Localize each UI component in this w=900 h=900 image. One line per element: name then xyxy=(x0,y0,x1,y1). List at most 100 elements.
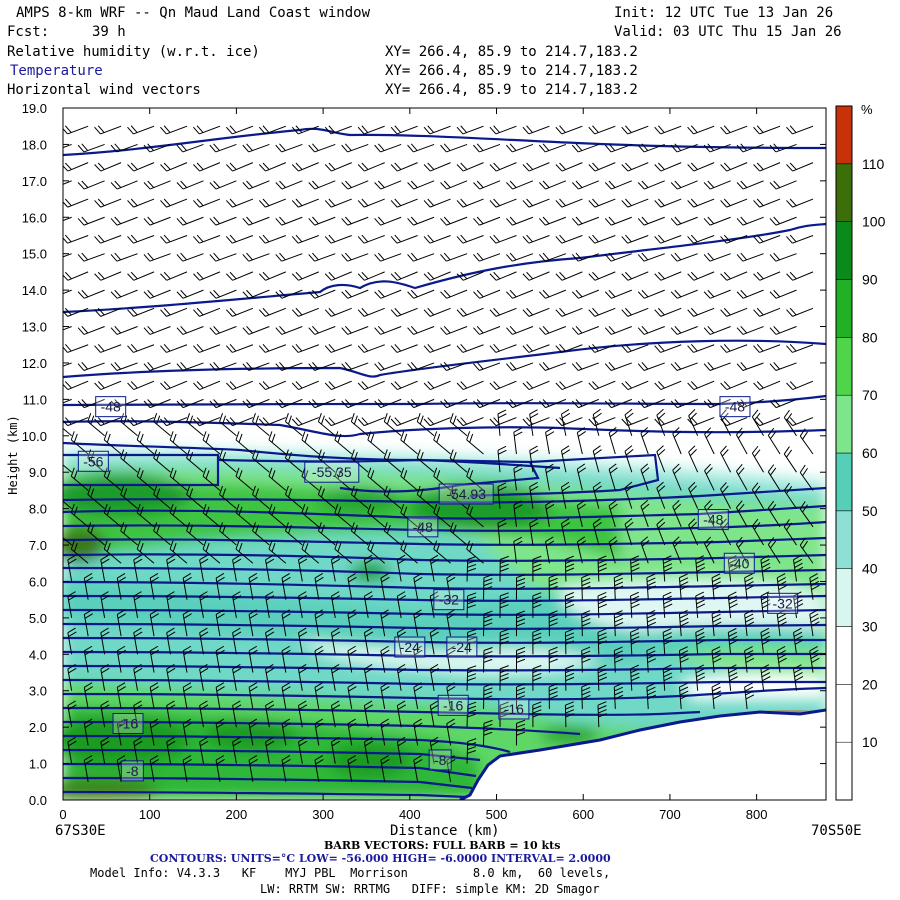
wind-barb-flag xyxy=(265,631,275,637)
wind-barb-flag xyxy=(467,738,477,743)
wind-barb-flag xyxy=(687,126,694,135)
wind-barb-flag xyxy=(246,180,253,188)
wind-barb xyxy=(317,485,336,510)
wind-barb-flag xyxy=(279,143,286,151)
wind-barb xyxy=(407,325,435,335)
wind-barb-flag xyxy=(238,543,243,552)
wind-barb xyxy=(268,504,287,528)
wind-barb xyxy=(703,325,731,335)
wind-barb xyxy=(703,180,731,190)
wind-barb-flag xyxy=(353,524,358,534)
wind-barb-flag xyxy=(77,363,85,371)
wind-barb-flag xyxy=(498,486,507,492)
wind-barb-flag xyxy=(63,310,69,317)
wind-barb-flag xyxy=(394,417,402,425)
wind-barb-staff xyxy=(63,289,72,295)
wind-barb-flag xyxy=(654,236,661,244)
wind-barb-flag xyxy=(679,577,689,583)
wind-barb xyxy=(390,198,418,208)
wind-barb-flag xyxy=(328,307,336,316)
wind-barb-flag xyxy=(460,271,468,280)
wind-barb xyxy=(314,682,324,710)
wind-barb-flag xyxy=(489,345,497,353)
wind-barb-flag xyxy=(513,463,523,470)
wind-barb xyxy=(423,234,451,244)
wind-barb-flag xyxy=(49,144,55,151)
wind-barb xyxy=(314,645,324,673)
wind-barb-flag xyxy=(101,631,110,637)
wind-barb-flag xyxy=(315,758,324,765)
wind-barb xyxy=(687,198,715,208)
wind-barb xyxy=(297,627,308,655)
wind-barb xyxy=(736,398,764,409)
wind-barb xyxy=(374,180,402,190)
wind-barb xyxy=(727,664,738,691)
wind-barb-flag xyxy=(630,636,640,641)
wind-barb-flag xyxy=(361,417,369,425)
wind-barb-flag xyxy=(427,381,435,389)
wind-barb-flag xyxy=(383,522,388,532)
wind-barb xyxy=(176,143,204,153)
wind-barb-flag xyxy=(380,718,389,725)
wind-barb-flag xyxy=(436,470,441,479)
wind-barb-flag xyxy=(770,504,777,512)
wind-barb-flag xyxy=(810,649,819,656)
wind-barb xyxy=(588,198,616,208)
wind-barb xyxy=(753,343,781,353)
wind-barb xyxy=(374,216,402,226)
wind-barb-flag xyxy=(166,700,175,706)
wind-barb-flag xyxy=(542,399,550,407)
wind-barb-flag xyxy=(446,682,455,688)
wind-barb xyxy=(736,252,764,262)
wind-barb-flag xyxy=(499,709,509,714)
contour-label: -24 xyxy=(394,636,426,658)
wind-barb xyxy=(637,289,665,299)
wind-barb-flag xyxy=(767,537,775,545)
wind-barb-flag xyxy=(246,289,253,298)
wind-barb-flag xyxy=(249,686,258,692)
wind-barb xyxy=(324,234,352,244)
wind-barb-flag xyxy=(81,180,89,188)
wind-barb-flag xyxy=(625,485,634,492)
wind-barb-flag xyxy=(499,673,509,678)
wind-barb-flag xyxy=(608,536,617,543)
wind-barb-flag xyxy=(604,254,612,262)
wind-barb-flag xyxy=(419,488,424,498)
wind-barb-flag xyxy=(284,522,289,532)
wind-barb-flag xyxy=(712,621,722,627)
wind-barb-flag xyxy=(609,467,618,474)
contour-label-box xyxy=(95,396,127,418)
wind-barb-flag xyxy=(769,327,777,335)
x-tick-label: 100 xyxy=(139,807,161,822)
wind-barb-flag xyxy=(736,463,743,472)
wind-barb-flag xyxy=(328,198,336,207)
wind-barb-flag xyxy=(213,361,220,370)
wind-barb-flag xyxy=(176,182,184,190)
wind-barb-flag xyxy=(430,595,439,601)
wind-barb-flag xyxy=(720,409,727,417)
wind-barb-flag xyxy=(483,614,493,619)
wind-barb-flag xyxy=(641,540,650,547)
wind-barb xyxy=(235,467,254,491)
wind-barb xyxy=(297,736,308,764)
wind-barb-flag xyxy=(209,218,217,226)
wind-barb-flag xyxy=(646,650,656,655)
wind-barb-flag xyxy=(334,504,339,513)
wind-barb xyxy=(232,591,242,618)
wind-barb-flag xyxy=(526,162,534,170)
wind-barb-flag xyxy=(242,400,250,408)
wind-barb xyxy=(202,431,221,455)
wind-barb-flag xyxy=(209,254,217,262)
wind-barb-flag xyxy=(476,325,484,334)
wind-barb-flag xyxy=(427,343,435,352)
wind-barb xyxy=(341,325,369,335)
wind-barb-flag xyxy=(413,755,422,761)
wind-barb-flag xyxy=(367,467,372,477)
wind-barb-flag xyxy=(516,654,526,659)
wind-barb-flag xyxy=(688,518,696,526)
wind-barb xyxy=(630,591,640,618)
wind-barb-flag xyxy=(235,504,240,513)
wind-barb xyxy=(688,445,699,473)
wind-barb xyxy=(100,627,110,655)
wind-barb-flag xyxy=(281,609,290,615)
